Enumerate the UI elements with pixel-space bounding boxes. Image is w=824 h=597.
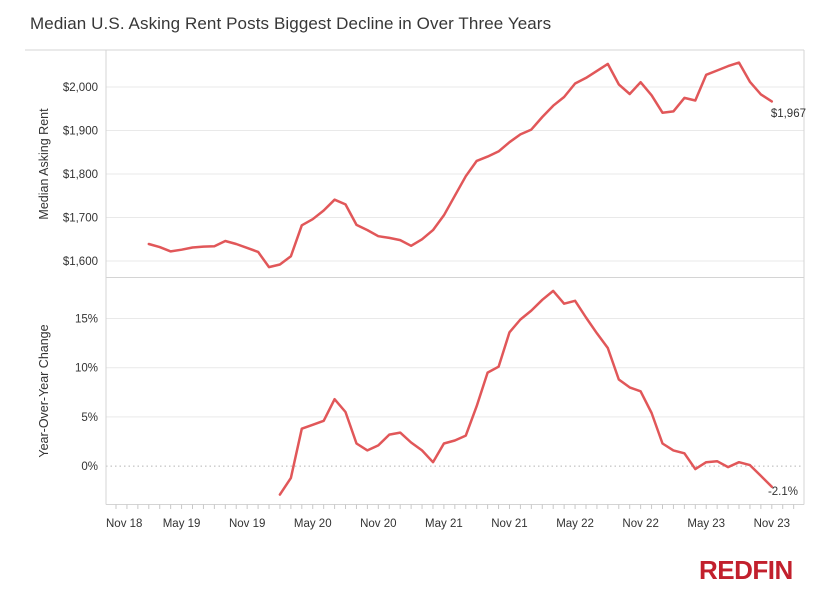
x-tick-label: May 19	[163, 518, 201, 530]
rent-y-tick-label: $1,800	[63, 169, 98, 181]
yoy-y-tick-label: 15%	[75, 314, 98, 326]
page-title: Median U.S. Asking Rent Posts Biggest De…	[30, 14, 552, 33]
rent-line	[147, 61, 774, 269]
yoy-last-value-annotation: -2.1%	[767, 486, 798, 498]
rent-y-tick-label: $2,000	[63, 82, 98, 94]
yoy-line	[278, 289, 774, 496]
redfin-logo: REDFIN	[699, 555, 793, 585]
x-tick-label: Nov 21	[491, 518, 527, 530]
x-tick-label: May 21	[425, 518, 463, 530]
yoy-y-tick-label: 10%	[75, 363, 98, 375]
rent-y-tick-label: $1,900	[63, 126, 98, 138]
x-tick-label: Nov 18	[106, 518, 142, 530]
x-tick-label: Nov 23	[754, 518, 790, 530]
rent-last-value-annotation: $1,967	[770, 108, 806, 120]
yoy-y-tick-label: 0%	[81, 461, 98, 473]
yoy-y-tick-label: 5%	[81, 412, 98, 424]
x-tick-label: Nov 19	[229, 518, 265, 530]
x-tick-label: Nov 22	[622, 518, 658, 530]
rent-y-tick-label: $1,600	[63, 256, 98, 268]
rent-y-tick-label: $1,700	[63, 213, 98, 225]
x-tick-label: Nov 20	[360, 518, 396, 530]
x-tick-label: May 23	[687, 518, 725, 530]
x-tick-label: May 20	[294, 518, 332, 530]
x-tick-label: May 22	[556, 518, 594, 530]
